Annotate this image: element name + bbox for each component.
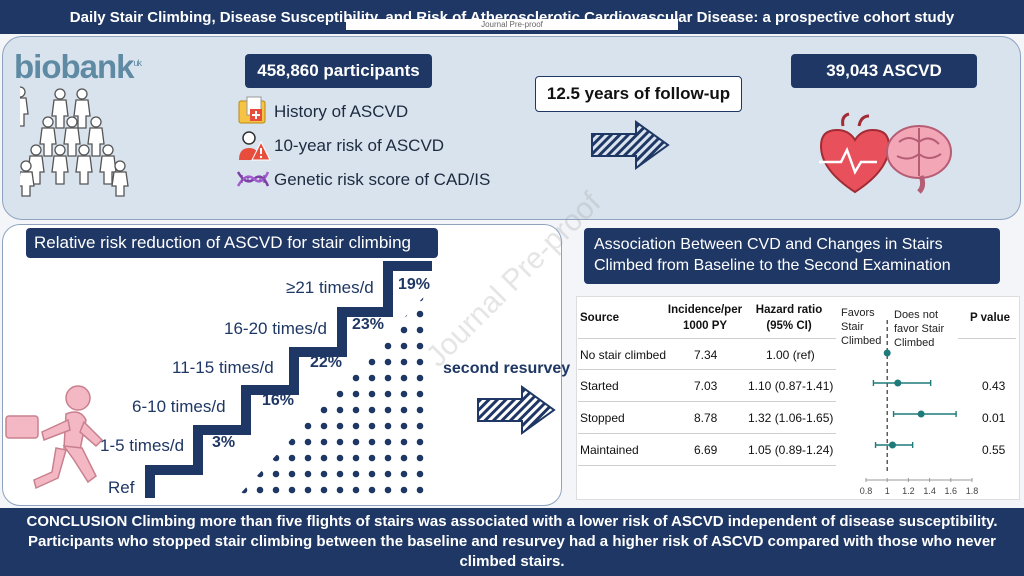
- participants-box: 458,860 participants: [245, 54, 432, 88]
- assoc-title-line1: Association Between CVD and Changes in S…: [594, 236, 943, 253]
- step-pct-1-5: 3%: [212, 434, 236, 451]
- assoc-title-box: Association Between CVD and Changes in S…: [584, 228, 1000, 284]
- hr-point: [894, 379, 902, 387]
- stair-climber-icon: [5, 385, 104, 490]
- results-table: [576, 296, 1020, 500]
- conclusion-text: CONCLUSION Climbing more than five fligh…: [26, 513, 998, 570]
- row-hr: 1.32 (1.06-1.65): [748, 411, 834, 425]
- x-tick-label: 1.4: [923, 486, 936, 496]
- hr-point: [917, 410, 925, 418]
- row-hr: 1.05 (0.89-1.24): [748, 443, 834, 457]
- striped-arrow-icon: [477, 385, 556, 435]
- page-title: Daily Stair Climbing, Disease Susceptibi…: [69, 8, 955, 26]
- journal-tag: Journal Pre-proof: [346, 19, 678, 30]
- conclusion-bar: CONCLUSION Climbing more than five fligh…: [0, 508, 1024, 576]
- striped-arrow-icon: [591, 120, 670, 170]
- row-incidence: 7.03: [694, 379, 718, 393]
- th-source: Source: [580, 312, 619, 324]
- second-resurvey-label: second resurvey: [443, 360, 571, 377]
- row-source: Stopped: [580, 411, 625, 425]
- x-tick-label: 1.6: [945, 486, 958, 496]
- x-tick-label: 0.8: [860, 486, 873, 496]
- person-warning-icon: [239, 131, 271, 161]
- x-tick-label: 1.8: [966, 486, 979, 496]
- heart-brain-icon: [819, 112, 952, 194]
- row-pvalue: 0.43: [982, 379, 1006, 393]
- assoc-title-line2: Climbed from Baseline to the Second Exam…: [594, 257, 951, 274]
- exposure-history: History of ASCVD: [274, 102, 409, 121]
- hr-point: [889, 441, 896, 449]
- step-label-6-10: 6-10 times/d: [132, 397, 226, 416]
- row-pvalue: 0.55: [982, 443, 1006, 457]
- step-label-16-20: 16-20 times/d: [224, 319, 327, 338]
- step-pct-16-20: 23%: [352, 316, 385, 333]
- favors-label: Favors Stair Climbed: [841, 307, 882, 347]
- forest-plot: 0.8 1 1.2 1.4 1.6 1.8: [860, 320, 979, 496]
- row-hr: 1.10 (0.87-1.41): [748, 379, 834, 393]
- step-label-1-5: 1-5 times/d: [100, 436, 185, 455]
- row-divider: [578, 401, 836, 402]
- not-favor-label: Does not favor Stair Climbed: [894, 309, 945, 349]
- step-pct-21-plus: 19%: [398, 276, 431, 293]
- staircase-graphic: [145, 261, 432, 498]
- row-source: Maintained: [580, 443, 639, 457]
- followup-box: 12.5 years of follow-up: [535, 76, 742, 112]
- header-divider-p: [958, 338, 1016, 339]
- row-pvalue: 0.01: [982, 411, 1006, 425]
- step-pct-11-15: 22%: [310, 354, 343, 371]
- folder-plus-icon: [238, 96, 266, 124]
- row-incidence: 7.34: [694, 348, 718, 362]
- rrr-title: Relative risk reduction of ASCVD for sta…: [26, 228, 438, 258]
- row-incidence: 8.78: [694, 411, 718, 425]
- people-icon: [20, 86, 129, 197]
- row-source: No stair climbed: [580, 348, 667, 362]
- row-divider: [578, 465, 836, 466]
- row-divider: [578, 369, 836, 370]
- th-incidence: Incidence/per 1000 PY: [667, 304, 743, 332]
- th-hazard-ratio: Hazard ratio (95% CI): [755, 304, 823, 332]
- outcome-box: 39,043 ASCVD: [791, 54, 977, 88]
- step-pct-6-10: 16%: [262, 392, 295, 409]
- step-label-11-15: 11-15 times/d: [172, 358, 274, 377]
- hr-point: [883, 349, 891, 357]
- row-source: Started: [580, 379, 619, 393]
- row-divider: [578, 433, 836, 434]
- exposure-genetic: Genetic risk score of CAD/IS: [274, 170, 491, 189]
- th-pvalue: P value: [970, 312, 1011, 324]
- dna-icon: [236, 171, 270, 187]
- row-incidence: 6.69: [694, 443, 718, 457]
- exposure-10yr-risk: 10-year risk of ASCVD: [274, 136, 445, 155]
- x-tick-label: 1: [885, 486, 890, 496]
- biobank-logo: biobankuk: [14, 48, 142, 85]
- header-divider: [578, 338, 836, 339]
- x-tick-label: 1.2: [902, 486, 915, 496]
- row-hr: 1.00 (ref): [766, 348, 815, 362]
- step-label-ref: Ref: [108, 478, 135, 497]
- step-label-21-plus: ≥21 times/d: [286, 278, 374, 297]
